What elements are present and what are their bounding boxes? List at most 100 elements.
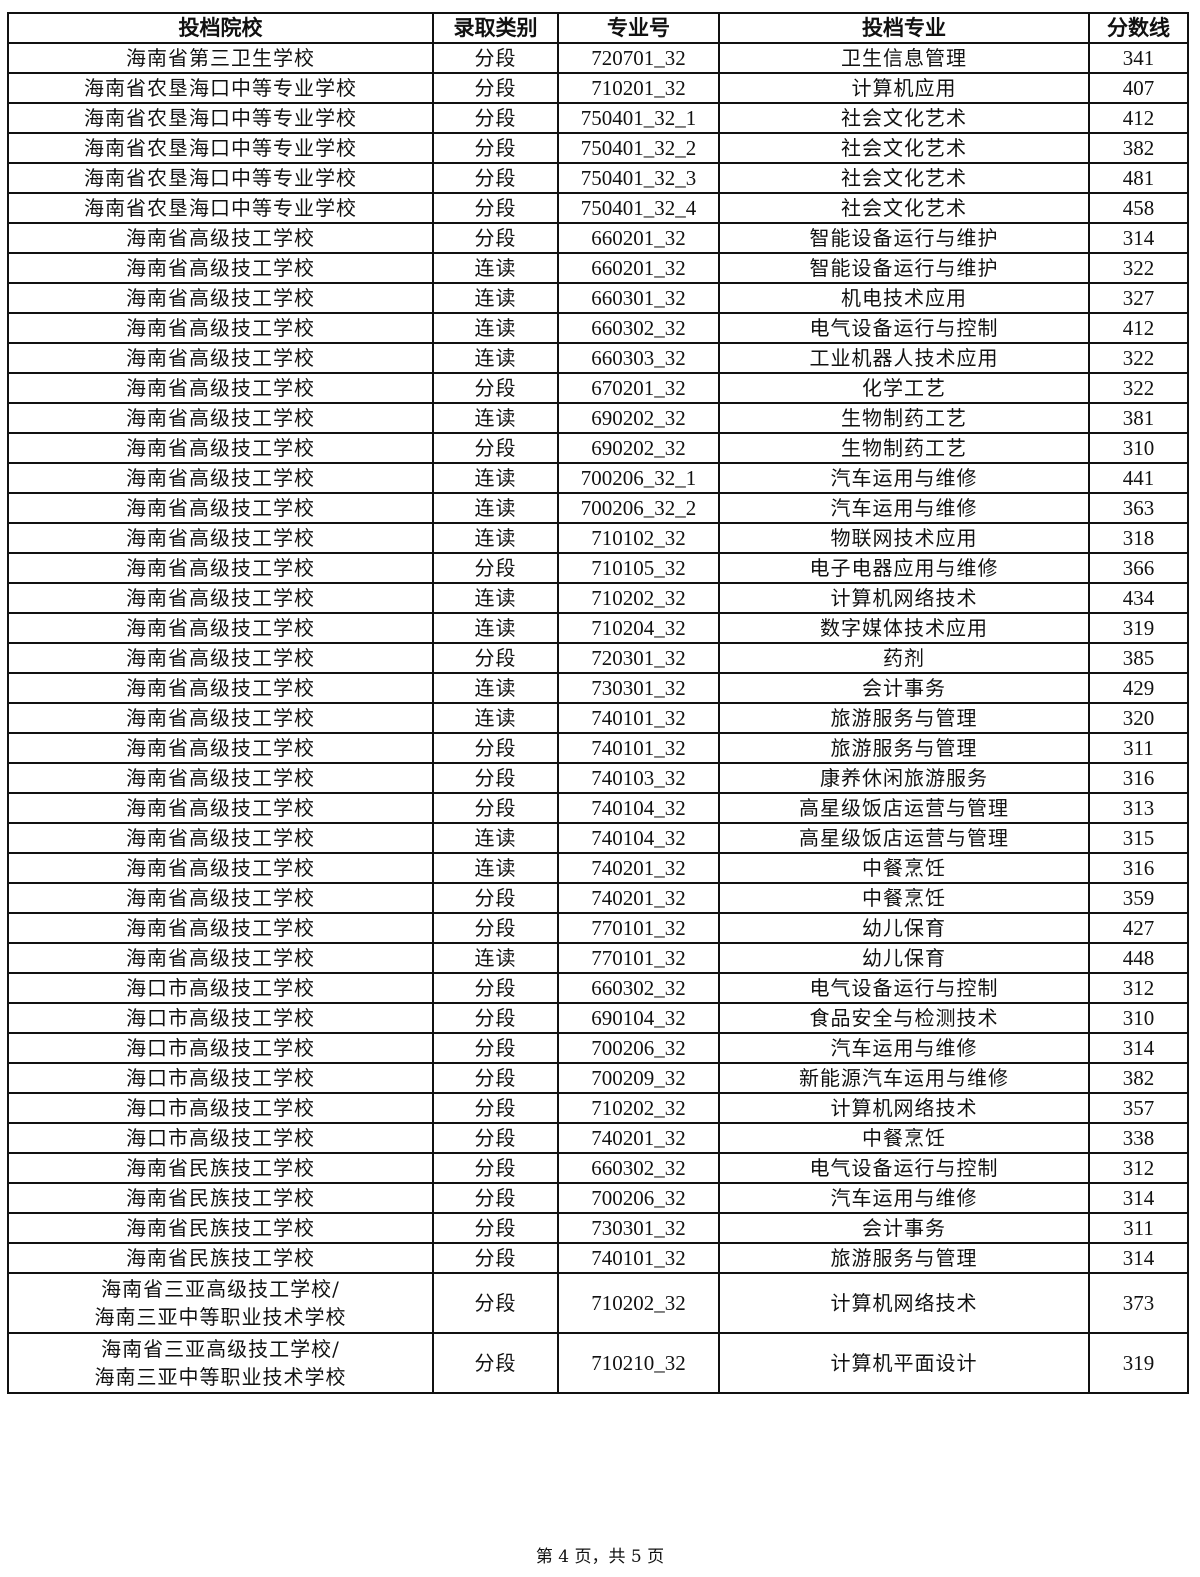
cell-score-line: 316 (1088, 762, 1189, 794)
cell-score-line: 314 (1088, 222, 1189, 254)
cell-school: 海口市高级技工学校 (7, 1032, 434, 1064)
cell-score-line: 327 (1088, 282, 1189, 314)
cell-admission-type: 分段 (432, 1152, 559, 1184)
cell-major-code: 710202_32 (557, 582, 720, 614)
cell-admission-type: 连读 (432, 612, 559, 644)
cell-major: 智能设备运行与维护 (718, 252, 1090, 284)
table-row: 海南省高级技工学校 连读 730301_32 会计事务 429 (7, 672, 1189, 704)
cell-major: 生物制药工艺 (718, 432, 1090, 464)
cell-admission-type: 连读 (432, 852, 559, 884)
cell-major-code: 710201_32 (557, 72, 720, 104)
cell-score-line: 481 (1088, 162, 1189, 194)
cell-major: 数字媒体技术应用 (718, 612, 1090, 644)
cell-major: 化学工艺 (718, 372, 1090, 404)
cell-school: 海南省高级技工学校 (7, 612, 434, 644)
cell-major-code: 660303_32 (557, 342, 720, 374)
cell-admission-type: 连读 (432, 492, 559, 524)
cell-major: 汽车运用与维修 (718, 492, 1090, 524)
cell-major-code: 750401_32_3 (557, 162, 720, 194)
table-row: 海南省高级技工学校 连读 710204_32 数字媒体技术应用 319 (7, 612, 1189, 644)
cell-major-code: 710202_32 (557, 1092, 720, 1124)
cell-major: 卫生信息管理 (718, 42, 1090, 74)
cell-major-code: 720701_32 (557, 42, 720, 74)
cell-admission-type: 连读 (432, 312, 559, 344)
cell-score-line: 382 (1088, 1062, 1189, 1094)
cell-admission-type: 分段 (432, 1332, 559, 1394)
cell-major-code: 690104_32 (557, 1002, 720, 1034)
cell-major: 幼儿保育 (718, 912, 1090, 944)
cell-major: 康养休闲旅游服务 (718, 762, 1090, 794)
table-row: 海南省高级技工学校 分段 690202_32 生物制药工艺 310 (7, 432, 1189, 464)
cell-major-code: 710202_32 (557, 1272, 720, 1334)
cell-score-line: 338 (1088, 1122, 1189, 1154)
cell-major-code: 770101_32 (557, 942, 720, 974)
header-school: 投档院校 (7, 12, 434, 44)
cell-score-line: 412 (1088, 102, 1189, 134)
cell-major: 旅游服务与管理 (718, 1242, 1090, 1274)
table-row: 海南省高级技工学校 连读 740201_32 中餐烹饪 316 (7, 852, 1189, 884)
table-row: 海南省高级技工学校 分段 740201_32 中餐烹饪 359 (7, 882, 1189, 914)
cell-score-line: 427 (1088, 912, 1189, 944)
cell-major-code: 750401_32_1 (557, 102, 720, 134)
cell-major-code: 710102_32 (557, 522, 720, 554)
cell-school: 海南省高级技工学校 (7, 282, 434, 314)
cell-score-line: 313 (1088, 792, 1189, 824)
cell-school: 海南省高级技工学校 (7, 372, 434, 404)
cell-major-code: 740101_32 (557, 732, 720, 764)
cell-major: 旅游服务与管理 (718, 702, 1090, 734)
cell-admission-type: 分段 (432, 102, 559, 134)
cell-major: 电气设备运行与控制 (718, 1152, 1090, 1184)
cell-school: 海口市高级技工学校 (7, 1122, 434, 1154)
table-row: 海南省高级技工学校 连读 660201_32 智能设备运行与维护 322 (7, 252, 1189, 284)
table-body: 海南省第三卫生学校 分段 720701_32 卫生信息管理 341 海南省农垦海口中等专业… (7, 42, 1189, 1394)
cell-admission-type: 连读 (432, 252, 559, 284)
cell-score-line: 359 (1088, 882, 1189, 914)
cell-major-code: 740104_32 (557, 792, 720, 824)
cell-score-line: 312 (1088, 972, 1189, 1004)
cell-school: 海口市高级技工学校 (7, 1002, 434, 1034)
table-row: 海南省高级技工学校 分段 740103_32 康养休闲旅游服务 316 (7, 762, 1189, 794)
cell-major: 计算机网络技术 (718, 582, 1090, 614)
cell-score-line: 381 (1088, 402, 1189, 434)
cell-school: 海口市高级技工学校 (7, 1092, 434, 1124)
cell-school: 海南省高级技工学校 (7, 582, 434, 614)
cell-school: 海南省第三卫生学校 (7, 42, 434, 74)
table-row: 海南省农垦海口中等专业学校 分段 710201_32 计算机应用 407 (7, 72, 1189, 104)
cell-score-line: 373 (1088, 1272, 1189, 1334)
cell-school: 海南省高级技工学校 (7, 222, 434, 254)
table-row: 海南省民族技工学校 分段 730301_32 会计事务 311 (7, 1212, 1189, 1244)
cell-school: 海南省高级技工学校 (7, 822, 434, 854)
cell-major: 社会文化艺术 (718, 192, 1090, 224)
cell-school: 海南省高级技工学校 (7, 462, 434, 494)
cell-major: 社会文化艺术 (718, 162, 1090, 194)
table-row: 海南省高级技工学校 连读 740101_32 旅游服务与管理 320 (7, 702, 1189, 734)
cell-school: 海南省高级技工学校 (7, 642, 434, 674)
cell-admission-type: 分段 (432, 372, 559, 404)
table-row: 海口市高级技工学校 分段 740201_32 中餐烹饪 338 (7, 1122, 1189, 1154)
cell-school: 海口市高级技工学校 (7, 1062, 434, 1094)
cell-school: 海南省高级技工学校 (7, 342, 434, 374)
admission-score-table: 投档院校 录取类别 专业号 投档专业 分数线 海南省第三卫生学校 分段 720701… (7, 12, 1189, 1394)
table-row: 海南省高级技工学校 分段 660201_32 智能设备运行与维护 314 (7, 222, 1189, 254)
table-row: 海南省高级技工学校 连读 660303_32 工业机器人技术应用 322 (7, 342, 1189, 374)
cell-admission-type: 分段 (432, 1062, 559, 1094)
cell-major-code: 740101_32 (557, 702, 720, 734)
table-row: 海南省民族技工学校 分段 700206_32 汽车运用与维修 314 (7, 1182, 1189, 1214)
cell-major-code: 690202_32 (557, 432, 720, 464)
cell-major: 电气设备运行与控制 (718, 312, 1090, 344)
table-row: 海南省农垦海口中等专业学校 分段 750401_32_4 社会文化艺术 458 (7, 192, 1189, 224)
cell-admission-type: 分段 (432, 1032, 559, 1064)
table-row: 海南省高级技工学校 连读 700206_32_2 汽车运用与维修 363 (7, 492, 1189, 524)
table-row: 海南省高级技工学校 分段 740101_32 旅游服务与管理 311 (7, 732, 1189, 764)
cell-major: 旅游服务与管理 (718, 732, 1090, 764)
table-row: 海口市高级技工学校 分段 700206_32 汽车运用与维修 314 (7, 1032, 1189, 1064)
cell-major-code: 740201_32 (557, 852, 720, 884)
header-major-code: 专业号 (557, 12, 720, 44)
cell-score-line: 412 (1088, 312, 1189, 344)
table-row: 海南省高级技工学校 分段 770101_32 幼儿保育 427 (7, 912, 1189, 944)
header-score-line: 分数线 (1088, 12, 1189, 44)
cell-major: 电子电器应用与维修 (718, 552, 1090, 584)
cell-admission-type: 分段 (432, 1122, 559, 1154)
table-row: 海南省高级技工学校 连读 660302_32 电气设备运行与控制 412 (7, 312, 1189, 344)
cell-admission-type: 分段 (432, 642, 559, 674)
